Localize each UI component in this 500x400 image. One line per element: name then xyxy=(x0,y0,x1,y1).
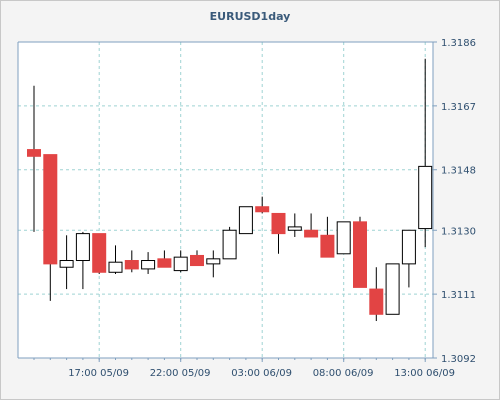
plot-area xyxy=(18,42,433,358)
candle-body-bullish xyxy=(401,229,416,265)
x-tick-label: 03:00 06/09 xyxy=(231,368,292,379)
x-tick-label: 22:00 05/09 xyxy=(150,368,211,379)
candle-body-bullish xyxy=(287,226,302,231)
candle-body-bearish xyxy=(255,206,270,213)
candle-body-bullish xyxy=(336,221,351,255)
candle-body-bearish xyxy=(369,288,384,315)
candle-body-bullish xyxy=(418,165,433,230)
y-tick-label: 1.3148 xyxy=(441,166,476,177)
candle-body-bearish xyxy=(92,233,107,273)
candle-body-bullish xyxy=(173,256,188,272)
y-tick-label: 1.3130 xyxy=(441,226,476,237)
candle-body-bullish xyxy=(238,206,253,235)
x-tick-label: 08:00 06/09 xyxy=(313,368,374,379)
candle-body-bullish xyxy=(222,229,237,260)
candle-body-bearish xyxy=(320,234,335,258)
candle-body-bullish xyxy=(59,260,74,268)
candle-body-bearish xyxy=(124,260,139,270)
candle-body-bullish xyxy=(385,263,400,315)
candle-body-bearish xyxy=(157,258,172,268)
candle-body-bullish xyxy=(108,261,123,273)
x-tick-label: 17:00 05/09 xyxy=(68,368,129,379)
candle-body-bearish xyxy=(190,254,204,267)
y-tick-label: 1.3167 xyxy=(441,102,476,113)
candle-body-bearish xyxy=(271,212,286,235)
candle-body-bearish xyxy=(304,229,319,238)
candle-body-bearish xyxy=(27,149,41,157)
y-tick-label: 1.3111 xyxy=(441,290,476,301)
candle-body-bearish xyxy=(43,154,58,265)
y-tick-label: 1.3186 xyxy=(441,38,476,49)
x-tick-label: 13:00 06/09 xyxy=(394,368,455,379)
candle-body-bullish xyxy=(141,260,156,270)
y-tick-label: 1.3092 xyxy=(441,354,476,365)
chart-title: EURUSD1day xyxy=(209,10,291,23)
candle-body-bearish xyxy=(353,221,367,288)
candle-body-bullish xyxy=(75,233,90,262)
candle-body-bullish xyxy=(206,258,221,265)
